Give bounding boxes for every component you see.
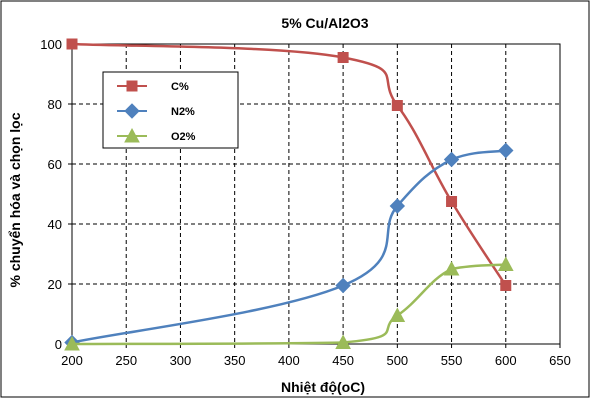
x-tick-label: 500 (386, 353, 408, 368)
data-point (498, 142, 514, 159)
data-point (497, 256, 514, 271)
series-line (71, 42, 507, 287)
legend-swatch-marker (124, 127, 140, 143)
data-point (446, 196, 458, 207)
x-tick-label: 200 (61, 353, 83, 368)
data-point (66, 38, 78, 50)
x-axis-label: Nhiệt độ(oC) (281, 379, 365, 395)
x-tick-label: 350 (224, 353, 246, 368)
data-point (335, 334, 351, 349)
x-tick-label: 250 (115, 353, 137, 368)
y-axis-label: % chuyển hóa và chọn lọc (7, 112, 23, 287)
data-point (389, 307, 406, 322)
y-tick-label: 0 (55, 337, 62, 352)
series-layer (64, 38, 514, 351)
data-point (64, 335, 80, 351)
data-point (443, 151, 460, 168)
data-point (389, 198, 406, 214)
series-0 (66, 38, 512, 291)
legend-label: N2% (171, 106, 195, 118)
x-tick-label: 300 (170, 353, 192, 368)
legend: C% N2% O2% (102, 71, 239, 149)
axes: 200 250 300 350 400 450 500 550 600 650 0 20 40 60 80 1… (40, 37, 571, 368)
y-tick-label: 40 (48, 217, 62, 232)
data-point (391, 100, 403, 111)
data-point (443, 260, 460, 276)
y-tick-label: 100 (40, 37, 62, 52)
x-tick-label: 400 (278, 353, 300, 368)
data-point (335, 277, 351, 294)
chart-title: 5% Cu/Al2O3 (281, 15, 368, 31)
x-tick-label: 550 (441, 353, 463, 368)
y-tick-label: 80 (48, 97, 62, 112)
legend-swatch-marker (126, 80, 138, 92)
y-tick-label: 20 (48, 277, 62, 292)
x-tick-label: 600 (495, 353, 517, 368)
legend-swatch-marker (124, 103, 140, 119)
x-tick-label: 650 (549, 353, 571, 368)
legend-label: O2% (171, 131, 196, 143)
data-point (337, 52, 349, 63)
data-point (500, 280, 512, 291)
legend-label: C% (171, 81, 189, 93)
series-2 (64, 256, 514, 351)
y-tick-label: 60 (48, 157, 62, 172)
x-tick-label: 450 (332, 353, 354, 368)
